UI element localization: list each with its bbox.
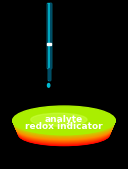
Ellipse shape [18, 122, 110, 143]
Text: redox indicator: redox indicator [25, 122, 103, 131]
Ellipse shape [13, 110, 115, 131]
Ellipse shape [16, 118, 112, 140]
Ellipse shape [13, 110, 115, 132]
Ellipse shape [16, 116, 112, 138]
Ellipse shape [14, 113, 114, 134]
Ellipse shape [13, 106, 115, 135]
Ellipse shape [18, 123, 110, 144]
Ellipse shape [13, 111, 115, 132]
Bar [48, 68, 50, 80]
Ellipse shape [31, 113, 87, 126]
Ellipse shape [17, 118, 111, 140]
Ellipse shape [19, 123, 109, 145]
Text: analyte: analyte [45, 115, 83, 124]
Ellipse shape [14, 112, 114, 134]
Ellipse shape [13, 110, 115, 132]
Ellipse shape [18, 121, 110, 143]
Ellipse shape [47, 83, 50, 87]
Ellipse shape [17, 119, 111, 140]
Ellipse shape [17, 120, 111, 142]
Ellipse shape [14, 112, 114, 133]
Ellipse shape [19, 124, 109, 145]
Ellipse shape [17, 119, 111, 140]
Ellipse shape [15, 115, 113, 137]
Ellipse shape [19, 123, 109, 144]
Ellipse shape [18, 122, 110, 144]
Ellipse shape [14, 112, 114, 134]
Ellipse shape [19, 124, 109, 145]
Ellipse shape [14, 113, 114, 135]
Ellipse shape [17, 119, 111, 141]
Ellipse shape [16, 118, 112, 139]
Ellipse shape [15, 114, 113, 136]
Ellipse shape [14, 113, 114, 135]
Ellipse shape [18, 121, 110, 142]
Ellipse shape [16, 117, 112, 139]
Ellipse shape [17, 120, 111, 141]
Ellipse shape [15, 116, 113, 137]
Ellipse shape [14, 111, 114, 133]
Ellipse shape [15, 114, 113, 136]
Bar [49, 68, 50, 80]
Ellipse shape [16, 116, 112, 138]
Ellipse shape [16, 117, 112, 138]
Ellipse shape [15, 115, 113, 136]
Ellipse shape [13, 111, 115, 133]
Ellipse shape [19, 124, 109, 146]
Ellipse shape [18, 122, 110, 144]
Ellipse shape [17, 120, 111, 141]
Ellipse shape [18, 121, 110, 143]
Ellipse shape [19, 125, 109, 145]
Ellipse shape [13, 110, 115, 131]
Bar [47, 3, 51, 68]
Ellipse shape [16, 118, 112, 139]
Ellipse shape [18, 122, 110, 143]
Ellipse shape [17, 119, 111, 141]
Ellipse shape [15, 116, 113, 138]
Bar [47, 43, 51, 45]
Ellipse shape [16, 117, 112, 138]
Ellipse shape [13, 111, 115, 132]
Bar [50, 3, 51, 68]
Ellipse shape [14, 113, 114, 134]
Ellipse shape [18, 123, 110, 144]
Ellipse shape [14, 112, 114, 133]
Ellipse shape [16, 117, 112, 139]
Ellipse shape [15, 115, 113, 137]
Ellipse shape [15, 114, 113, 135]
Ellipse shape [17, 120, 111, 142]
Ellipse shape [15, 115, 113, 137]
Ellipse shape [15, 115, 113, 136]
Ellipse shape [14, 114, 114, 135]
Ellipse shape [18, 121, 110, 142]
